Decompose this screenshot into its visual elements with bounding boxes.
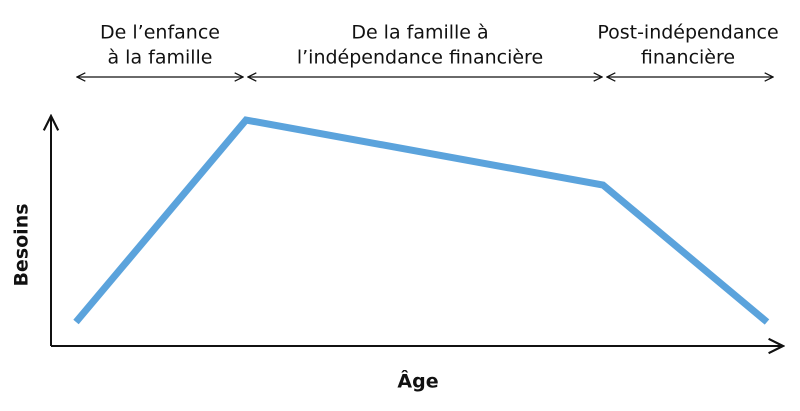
phase-label: De l’enfance (100, 22, 220, 44)
phase-label: De la famille à (351, 22, 488, 44)
y-axis-label: Besoins (11, 203, 33, 286)
phase-label: à la famille (107, 47, 212, 69)
phase-label: l’indépendance financière (297, 47, 543, 69)
needs-line (73, 116, 770, 325)
x-axis-label: Âge (397, 370, 438, 393)
phase-label: financière (641, 47, 735, 69)
phase-label: Post-indépendance (597, 22, 778, 44)
